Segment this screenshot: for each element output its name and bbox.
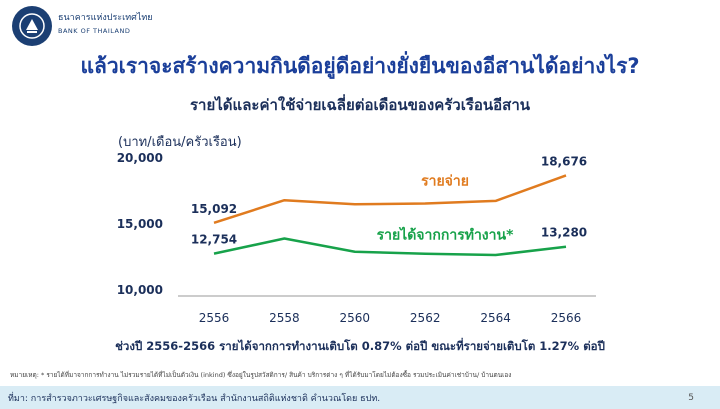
y-tick-labels: 10,000 15,000 20,000	[117, 151, 163, 297]
bank-name-english: BANK OF THAILAND	[58, 27, 131, 35]
expense-series-name: รายจ่าย	[421, 174, 469, 190]
page-title: แล้วเราจะสร้างความกินดีอยู่ดีอย่างยั่งยื…	[80, 54, 640, 78]
series-lines	[213, 174, 567, 257]
x-tick-label: 2566	[551, 311, 582, 325]
x-tick-label: 2560	[340, 311, 371, 325]
page-number: 5	[688, 392, 694, 403]
footnote: หมายเหตุ: * รายได้ที่มาจากการทำงาน ไม่รว…	[10, 371, 512, 379]
y-tick-label: 20,000	[117, 151, 163, 165]
x-tick-labels: 2556 2558 2560 2562 2564 2566	[199, 311, 582, 325]
bank-name-thai: ธนาคารแห่งประเทศไทย	[58, 13, 153, 23]
income-series-line	[213, 237, 567, 257]
summary-text: ช่วงปี 2556-2566 รายได้จากการทำงานเติบโต…	[115, 339, 605, 353]
y-axis-label: (บาท/เดือน/ครัวเรือน)	[118, 134, 242, 150]
source-text: ที่มา: การสำรวจภาวะเศรษฐกิจและสังคมของคร…	[8, 393, 381, 404]
y-tick-label: 10,000	[117, 283, 163, 297]
x-tick-label: 2564	[480, 311, 511, 325]
bot-logo	[12, 6, 52, 46]
footer-bar: ที่มา: การสำรวจภาวะเศรษฐกิจและสังคมของคร…	[0, 386, 720, 409]
x-tick-label: 2558	[269, 311, 300, 325]
bank-name: ธนาคารแห่งประเทศไทย BANK OF THAILAND	[58, 12, 153, 38]
income-series-name: รายได้จากการทำงาน*	[377, 226, 514, 244]
data-label: 12,754	[191, 233, 237, 247]
data-labels: 15,092 18,676 รายจ่าย 12,754 13,280 รายได้จาก…	[191, 154, 587, 246]
data-label: 15,092	[191, 202, 237, 216]
bot-emblem-icon	[19, 13, 45, 39]
expense-series-line	[213, 174, 567, 224]
y-tick-label: 15,000	[117, 217, 163, 231]
data-label: 13,280	[541, 226, 587, 240]
x-tick-label: 2556	[199, 311, 230, 325]
data-label: 18,676	[541, 154, 587, 168]
x-tick-label: 2562	[410, 311, 441, 325]
chart-title: รายได้และค่าใช้จ่ายเฉลี่ยต่อเดือนของครัว…	[189, 96, 531, 114]
